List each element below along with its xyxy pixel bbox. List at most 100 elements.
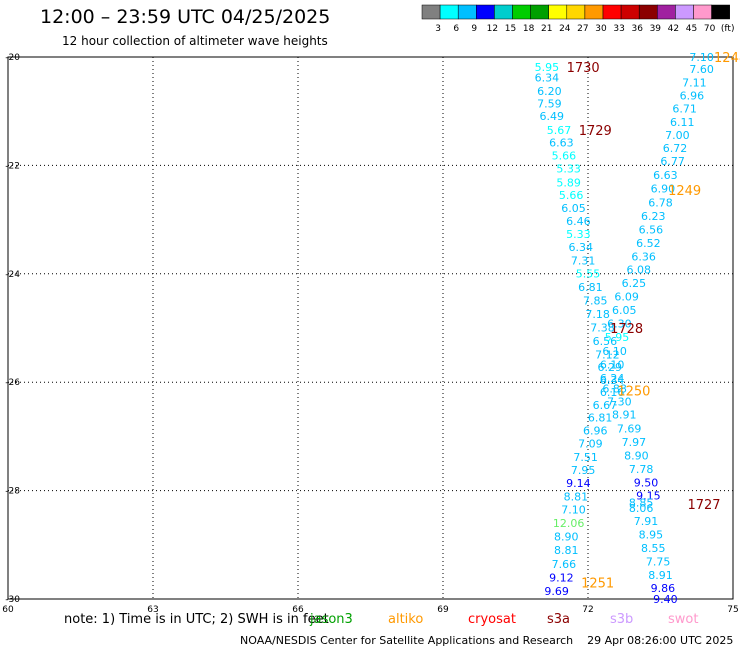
- wave-height-point: 6.30: [607, 318, 632, 331]
- legend-label: 21: [541, 24, 552, 34]
- legend-swatch: [711, 4, 730, 20]
- y-tick-label: -30: [5, 595, 20, 605]
- pass-time-label: 1250: [617, 384, 650, 399]
- wave-height-point: 6.11: [670, 116, 695, 129]
- legend-label: 15: [505, 24, 516, 34]
- y-tick-label: -20: [5, 53, 20, 63]
- wave-height-point: 7.38: [590, 321, 615, 334]
- wave-height-point: 8.90: [554, 531, 579, 544]
- y-tick-label: -28: [5, 487, 20, 497]
- wave-height-point: 6.77: [660, 155, 685, 168]
- legend-label: 18: [523, 24, 535, 34]
- wave-height-point: 7.11: [682, 76, 707, 89]
- wave-height-point: 6.34: [600, 374, 625, 387]
- legend-label: 6: [453, 24, 459, 34]
- wave-height-point: 12.06: [553, 517, 585, 530]
- x-tick-label: 69: [437, 605, 449, 615]
- wave-height-point: 6.05: [612, 304, 637, 317]
- x-tick-label: 60: [2, 605, 14, 615]
- wave-height-point: 5.95: [535, 61, 560, 74]
- wave-height-point: 6.67: [593, 399, 618, 412]
- note-text: note: 1) Time is in UTC; 2) SWH is in fe…: [64, 612, 329, 627]
- wave-height-point: 6.63: [549, 137, 574, 150]
- legend-label: 9: [471, 24, 477, 34]
- satellite-s3b: s3b: [610, 612, 634, 627]
- wave-height-point: 8.85: [629, 497, 654, 510]
- x-tick-label: 63: [147, 605, 158, 615]
- satellite-altiko: altiko: [388, 612, 424, 627]
- wave-height-point: 7.31: [571, 254, 596, 267]
- pass-time-label: 1251: [581, 577, 614, 592]
- wave-height-point: 6.10: [600, 358, 625, 371]
- wave-height-point: 7.75: [646, 556, 671, 569]
- legend-label: 70: [704, 24, 716, 34]
- wave-height-point: 7.51: [573, 451, 598, 464]
- satellite-legend: jason3 altiko cryosat s3a s3b swot: [0, 612, 740, 630]
- wave-height-point: 9.86: [651, 582, 676, 595]
- wave-height-point: 6.10: [602, 345, 627, 358]
- wave-height-point: 8.81: [564, 491, 589, 504]
- y-tick-label: -24: [5, 270, 20, 280]
- satellite-swot: swot: [668, 612, 699, 627]
- y-tick-label: -26: [5, 378, 20, 388]
- wave-height-point: 7.12: [595, 349, 620, 362]
- pass-time-label: 1249: [668, 184, 701, 199]
- pass-time-label: 1730: [567, 61, 600, 76]
- wave-height-point: 7.18: [585, 308, 610, 321]
- wave-height-point: 7.10: [561, 504, 586, 517]
- pass-time-label: 1729: [579, 124, 612, 139]
- wave-height-point: 8.81: [554, 544, 579, 557]
- legend-label: 3: [435, 24, 441, 34]
- wave-height-point: 5.66: [559, 189, 584, 202]
- wave-height-point: 6.81: [588, 411, 613, 424]
- legend-label: 45: [686, 24, 697, 34]
- legend-label: 24: [559, 24, 571, 34]
- satellite-jason3: jason3: [310, 612, 353, 627]
- wave-height-point: 6.88: [602, 383, 627, 396]
- wave-height-point: 7.60: [689, 63, 714, 76]
- wave-height-point: 5.55: [576, 267, 601, 280]
- wave-height-point: 6.29: [598, 361, 623, 374]
- wave-height-point: 6.09: [614, 291, 639, 304]
- wave-height-point: 5.66: [552, 150, 577, 163]
- wave-height-point: 6.20: [537, 85, 562, 98]
- wave-height-point: 6.78: [648, 196, 673, 209]
- x-tick-label: 66: [292, 605, 304, 615]
- legend-label: 39: [650, 24, 662, 34]
- map-subtitle: 12 hour collection of altimeter wave hei…: [62, 34, 328, 48]
- wave-height-point: 6.81: [578, 281, 603, 294]
- wave-height-point: 8.06: [629, 502, 654, 515]
- wave-height-point: 7.85: [583, 294, 608, 307]
- legend-label: 33: [613, 24, 624, 34]
- wave-height-point: 6.90: [651, 183, 676, 196]
- wave-height-point: 6.56: [639, 223, 664, 236]
- wave-height-point: 9.15: [636, 489, 661, 502]
- wave-height-point: 9.14: [566, 477, 591, 490]
- wave-height-point: 5.89: [556, 177, 581, 190]
- wave-height-point: 9.40: [653, 593, 678, 606]
- wave-height-point: 6.71: [672, 102, 697, 115]
- wave-height-point: 8.55: [641, 542, 666, 555]
- color-legend: 3 6 9 12 15 18 21 24 27 30 33 36 39 42 45 70 (ft): [421, 4, 735, 34]
- legend-label: 36: [631, 24, 643, 34]
- legend-label: 30: [595, 24, 607, 34]
- wave-height-point: 7.10: [689, 51, 714, 64]
- map-frame: [7, 56, 734, 600]
- wave-height-point: 9.50: [634, 476, 659, 489]
- wave-height-point: 7.95: [571, 464, 596, 477]
- wave-height-point: 6.63: [653, 169, 678, 182]
- wave-height-point: 6.36: [631, 250, 656, 263]
- wave-height-point: 7.97: [622, 436, 647, 449]
- wave-height-point: 6.96: [680, 89, 705, 102]
- wave-height-point: 6.49: [540, 110, 565, 123]
- wave-height-point: 6.96: [583, 424, 608, 437]
- legend-label: (ft): [721, 24, 735, 34]
- x-tick-label: 72: [582, 605, 593, 615]
- wave-height-point: 6.23: [641, 210, 666, 223]
- satellite-s3a: s3a: [547, 612, 571, 627]
- wave-height-point: 6.52: [636, 237, 661, 250]
- wave-height-point: 7.91: [634, 515, 659, 528]
- wave-height-point: 6.25: [622, 277, 647, 290]
- wave-height-point: 8.95: [639, 529, 664, 542]
- wave-height-point: 6.56: [593, 335, 618, 348]
